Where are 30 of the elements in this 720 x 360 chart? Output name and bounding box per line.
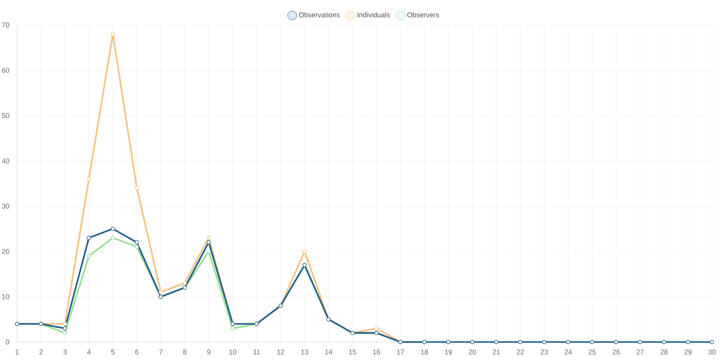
point: [110, 32, 115, 36]
point: [518, 340, 522, 344]
point: [206, 240, 211, 244]
point: [182, 281, 187, 286]
point: [110, 236, 115, 240]
point: [86, 236, 91, 240]
point: [590, 340, 594, 344]
point: [614, 340, 618, 344]
point: [62, 322, 68, 326]
point: [206, 236, 211, 240]
point: [110, 226, 115, 231]
point: [86, 254, 91, 258]
point: [446, 340, 450, 344]
point: [374, 326, 379, 331]
point: [134, 186, 139, 190]
point: [158, 290, 163, 294]
point: [662, 340, 666, 344]
point: [62, 330, 68, 336]
point: [134, 244, 139, 250]
point: [62, 326, 68, 331]
point: [470, 340, 474, 344]
point: [542, 340, 546, 344]
point: [686, 340, 690, 344]
point: [86, 176, 91, 182]
point: [710, 340, 714, 344]
point: [566, 340, 570, 344]
point: [134, 240, 139, 244]
point: [638, 340, 642, 344]
point: [230, 326, 235, 331]
point: [494, 340, 498, 344]
